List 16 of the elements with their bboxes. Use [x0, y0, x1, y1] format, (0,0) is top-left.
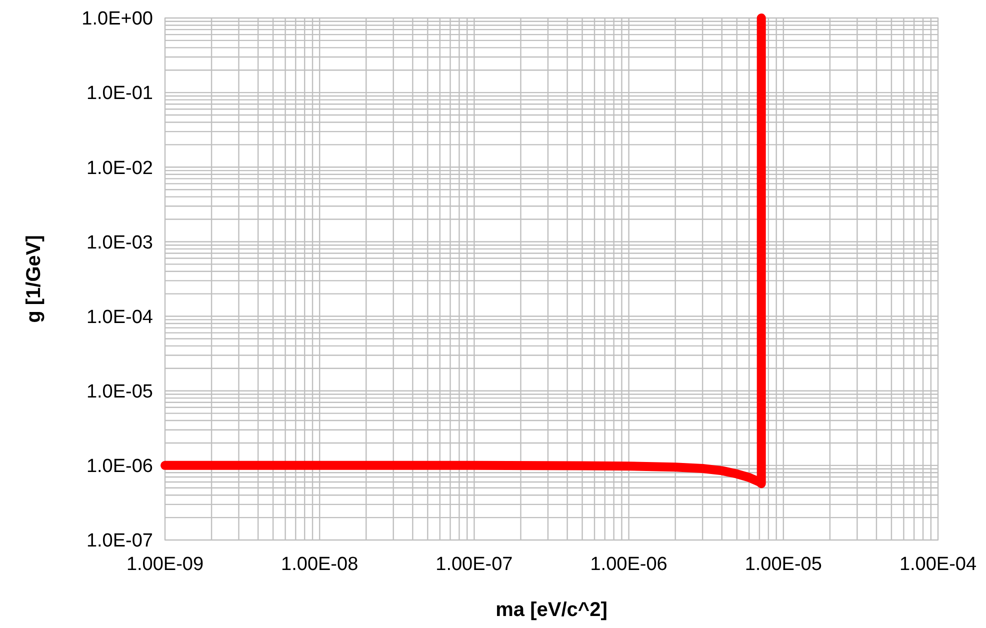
y-tick-label: 1.0E-02 — [86, 158, 153, 179]
y-axis-title: g [1/GeV] — [23, 235, 45, 323]
y-tick-label: 1.0E-01 — [86, 83, 153, 104]
x-tick-label: 1.00E-08 — [281, 554, 358, 575]
x-tick-label: 1.00E-05 — [744, 554, 822, 575]
y-tick-label: 1.0E+00 — [82, 8, 153, 30]
y-tick-label: 1.0E-05 — [86, 382, 153, 403]
x-tick-label: 1.00E-07 — [436, 554, 513, 575]
x-tick-label: 1.00E-04 — [899, 554, 977, 575]
x-tick-label: 1.00E-06 — [590, 554, 668, 575]
y-tick-label: 1.0E-06 — [86, 456, 153, 478]
x-tick-label: 1.00E-09 — [126, 554, 204, 575]
x-axis-title: ma [eV/c^2] — [496, 599, 608, 621]
y-tick-label: 1.0E-04 — [86, 306, 154, 328]
y-tick-label: 1.0E-07 — [86, 530, 153, 552]
y-tick-label: 1.0E-03 — [86, 232, 153, 254]
